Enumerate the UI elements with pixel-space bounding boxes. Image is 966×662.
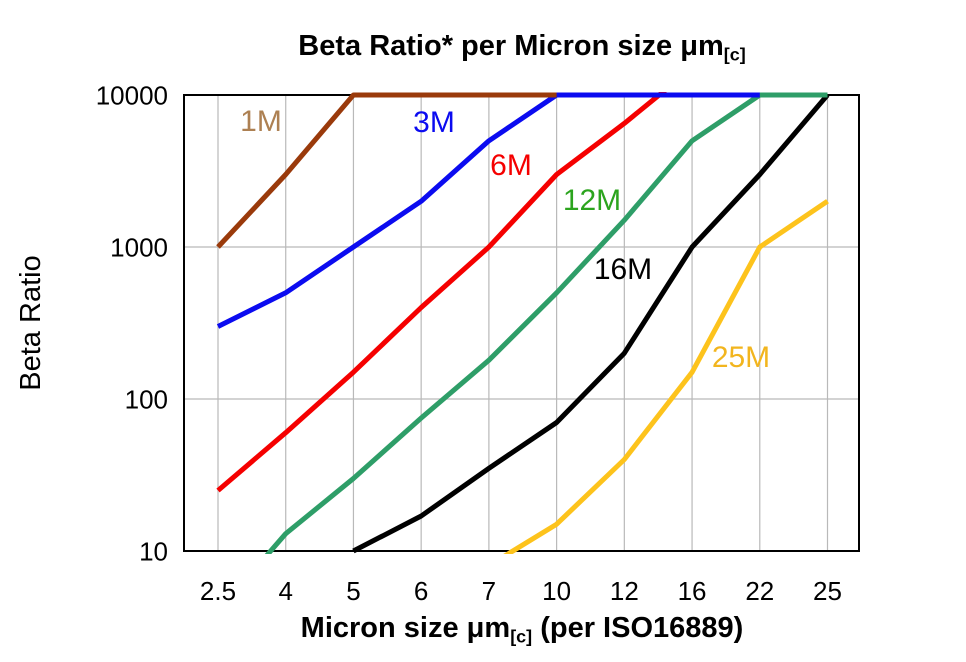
series-label-25M: 25M [712,341,770,374]
x-axis-title-text: Micron size μm [300,612,511,644]
x-axis-title-subscript: [c] [510,626,533,647]
x-tick-label-16: 16 [678,576,707,606]
x-tick-label-12: 12 [610,576,639,606]
x-tick-label-6: 6 [414,576,428,606]
y-tick-label-100: 100 [125,385,168,415]
series-line-25M [503,199,829,554]
x-tick-label-22: 22 [745,576,774,606]
series-label-12M: 12M [563,184,621,217]
y-axis-title: Beta Ratio [15,255,47,391]
series-label-3M: 3M [413,106,455,139]
x-axis-title: Micron size μm[c] (per ISO16889) [184,612,860,647]
x-tick-label-10: 10 [542,576,571,606]
chart-title: Beta Ratio* per Micron size μm[c] [184,30,860,65]
series-line-6M [216,92,667,493]
series-lines [216,92,830,554]
x-tick-label-7: 7 [482,576,496,606]
chart-title-text: Beta Ratio* per Micron size μm [298,30,724,62]
y-tick-label-10: 10 [139,537,168,567]
x-tick-label-4: 4 [278,576,292,606]
chart-title-subscript: [c] [723,44,746,65]
series-line-12M [264,92,828,554]
y-tick-label-10000: 10000 [96,81,168,111]
series-label-1M: 1M [240,105,282,138]
x-tick-label-2.5: 2.5 [200,576,236,606]
x-axis-title-suffix: (per ISO16889) [532,612,744,644]
x-tick-label-25: 25 [813,576,842,606]
series-line-16M [352,93,830,554]
series-line-1M [216,92,557,249]
series-label-6M: 6M [490,149,532,182]
y-tick-label-1000: 1000 [110,233,168,263]
x-tick-label-5: 5 [346,576,360,606]
series-label-16M: 16M [594,253,652,286]
